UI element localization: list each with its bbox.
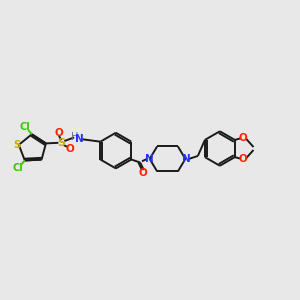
Text: N: N — [182, 154, 191, 164]
Text: S: S — [57, 138, 65, 148]
Text: N: N — [75, 134, 84, 144]
Text: O: O — [239, 154, 248, 164]
Text: Cl: Cl — [13, 163, 24, 173]
Text: S: S — [13, 140, 20, 150]
Text: N: N — [145, 154, 154, 164]
Text: Cl: Cl — [20, 122, 31, 132]
Text: O: O — [139, 168, 148, 178]
Text: O: O — [65, 144, 74, 154]
Text: O: O — [55, 128, 63, 138]
Text: O: O — [239, 134, 248, 143]
Text: H: H — [71, 133, 78, 142]
